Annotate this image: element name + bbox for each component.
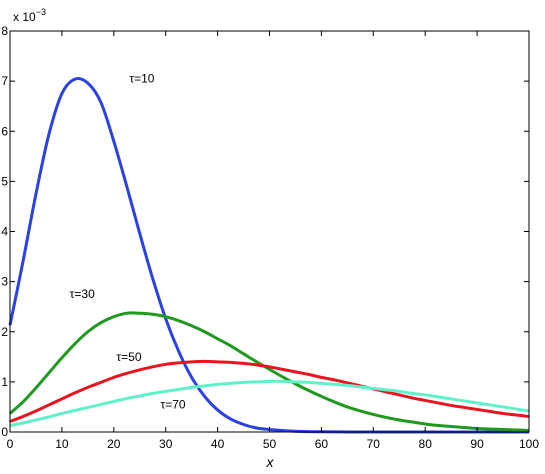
y-tick-label: 3 [1,275,8,289]
series-line-4 [9,379,530,427]
y-exponent-base: x 10 [13,10,36,24]
x-tick-label: 90 [470,437,484,451]
y-tick-label: 5 [1,174,8,188]
x-tick-label: 20 [107,437,121,451]
ticks-layer [9,30,530,433]
y-tick-label: 8 [1,24,8,38]
x-tick-label: 70 [367,437,381,451]
x-tick-label: 0 [7,437,14,451]
plot-area [10,31,529,432]
annotations-layer: τ=10 τ=30 τ=50 τ=70 [70,72,186,412]
y-tick-label: 0 [1,425,8,439]
y-tick-label: 7 [1,74,8,88]
x-axis-label: x [266,454,275,470]
y-exponent-power: −3 [36,7,46,17]
y-tick-label: 2 [1,325,8,339]
x-tick-label: 40 [211,437,225,451]
y-tick-label: 4 [1,225,8,239]
x-tick-label: 100 [519,437,539,451]
series-annotation: τ=30 [70,287,95,301]
series-line-3 [9,359,530,423]
series-annotation: τ=10 [129,72,154,86]
y-tick-label: 6 [1,124,8,138]
x-tick-label: 10 [55,437,69,451]
y-tick-label: 1 [1,375,8,389]
tick-labels-layer: 0 10 20 30 40 50 60 70 80 90 100 0 1 2 3 4 5 6 7 8 [1,24,539,451]
series-line-2 [9,311,530,432]
x-tick-label: 60 [315,437,329,451]
x-tick-label: 30 [159,437,173,451]
x-tick-label: 80 [419,437,433,451]
series-annotation: τ=70 [161,397,186,411]
y-exponent-label: x 10−3 [13,7,46,24]
series-annotation: τ=50 [116,350,141,364]
x-tick-label: 50 [263,437,277,451]
